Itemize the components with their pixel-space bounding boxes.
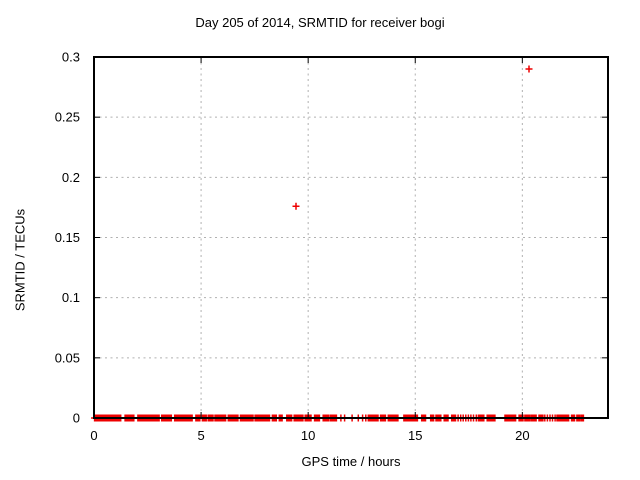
y-tick-label: 0.15 bbox=[55, 230, 80, 245]
y-tick-label: 0.3 bbox=[62, 50, 80, 65]
x-tick-label: 15 bbox=[408, 428, 422, 443]
y-tick-labels: 0 0.05 0.1 0.15 0.2 0.25 0.3 bbox=[55, 50, 80, 426]
y-tick-label: 0.1 bbox=[62, 290, 80, 305]
x-tick-label: 10 bbox=[301, 428, 315, 443]
x-tick-label: 0 bbox=[90, 428, 97, 443]
y-tick-label: 0 bbox=[73, 411, 80, 426]
x-tick-label: 20 bbox=[515, 428, 529, 443]
y-tick-label: 0.05 bbox=[55, 350, 80, 365]
y-tick-label: 0.25 bbox=[55, 110, 80, 125]
grid-lines bbox=[94, 57, 608, 418]
x-tick-label: 5 bbox=[197, 428, 204, 443]
chart-title: Day 205 of 2014, SRMTID for receiver bog… bbox=[195, 15, 445, 30]
x-axis-label: GPS time / hours bbox=[301, 454, 401, 469]
data-points bbox=[91, 65, 587, 422]
y-axis-label: SRMTID / TECUs bbox=[12, 208, 28, 312]
y-tick-label: 0.2 bbox=[62, 170, 80, 185]
x-tick-labels: 0 5 10 15 20 bbox=[90, 428, 529, 443]
tick-marks bbox=[93, 56, 608, 419]
